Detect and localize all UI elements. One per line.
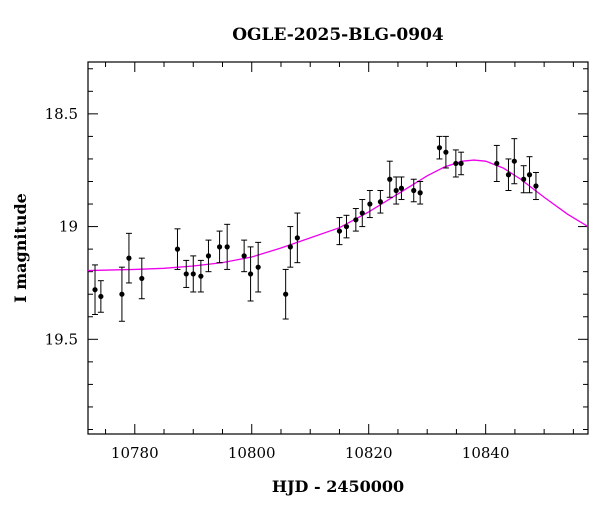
data-point	[197, 259, 204, 293]
data-point	[138, 257, 145, 300]
data-point	[216, 230, 223, 264]
data-point	[118, 266, 125, 322]
data-point	[247, 246, 254, 302]
data-marker	[224, 244, 230, 250]
data-marker	[377, 199, 383, 205]
data-point	[505, 158, 512, 192]
data-marker	[533, 183, 539, 189]
data-point	[241, 239, 248, 273]
data-point	[336, 217, 343, 246]
data-marker	[526, 172, 533, 178]
data-point	[511, 138, 518, 185]
x-tick-label: 10800	[228, 444, 276, 462]
data-marker	[92, 287, 98, 293]
data-point	[294, 212, 301, 264]
data-marker	[283, 291, 289, 297]
data-marker	[205, 253, 212, 259]
chart-title: OGLE-2025-BLG-0904	[232, 25, 444, 45]
data-point	[255, 241, 262, 293]
data-marker	[411, 187, 417, 194]
data-marker	[183, 271, 189, 277]
data-marker	[98, 293, 104, 300]
data-point	[97, 280, 104, 313]
x-tick-label: 10780	[111, 444, 159, 462]
data-point	[224, 223, 231, 270]
data-point	[125, 232, 132, 284]
data-point	[183, 259, 190, 288]
data-marker	[294, 235, 300, 241]
data-marker	[174, 246, 181, 252]
x-axis-label: HJD - 2450000	[272, 477, 404, 496]
y-tick-label: 18.5	[45, 105, 78, 123]
data-marker	[453, 160, 459, 167]
data-point	[366, 190, 373, 219]
data-marker	[119, 291, 125, 297]
data-point	[452, 149, 459, 178]
data-point	[352, 208, 359, 232]
data-marker	[417, 190, 423, 196]
data-point	[343, 214, 350, 239]
data-marker	[393, 187, 399, 194]
data-marker	[387, 176, 393, 182]
y-tick-label: 19.5	[45, 330, 78, 348]
data-point	[174, 228, 181, 270]
data-marker	[511, 158, 517, 164]
axis-tick-labels: 10780 10800 10820 10840 18.5 19 19.5	[45, 105, 510, 462]
data-point	[526, 156, 533, 194]
data-marker	[436, 145, 443, 151]
data-point	[386, 160, 393, 198]
data-marker	[353, 217, 359, 223]
data-point	[442, 135, 449, 169]
data-marker	[190, 271, 196, 277]
data-marker	[198, 273, 204, 279]
data-point	[393, 176, 400, 205]
data-point	[287, 226, 294, 268]
data-point	[532, 171, 539, 201]
data-marker	[521, 176, 527, 182]
data-marker	[255, 264, 261, 270]
data-marker	[241, 253, 247, 259]
data-marker	[494, 160, 500, 167]
data-points-group	[92, 135, 539, 322]
data-marker	[458, 160, 464, 167]
data-point	[205, 239, 212, 273]
data-marker	[139, 275, 145, 282]
data-point	[190, 255, 197, 293]
data-point	[92, 264, 99, 316]
y-axis-label: I magnitude	[11, 193, 30, 303]
data-marker	[216, 244, 223, 250]
data-marker	[247, 271, 254, 277]
plot-frame	[87, 61, 589, 435]
data-marker	[287, 244, 293, 250]
data-point	[520, 165, 527, 194]
data-marker	[505, 172, 512, 178]
data-point	[377, 190, 384, 214]
data-point	[417, 180, 424, 205]
data-point	[493, 144, 500, 182]
axis-ticks	[88, 62, 588, 434]
x-tick-label: 10840	[462, 444, 510, 462]
data-marker	[336, 228, 343, 234]
data-point	[359, 199, 366, 228]
data-point	[436, 135, 443, 160]
y-tick-label: 19	[59, 218, 78, 236]
data-marker	[343, 223, 350, 230]
data-marker	[126, 255, 132, 261]
data-marker	[443, 149, 449, 155]
model-curve-group	[87, 159, 589, 272]
data-point	[458, 151, 465, 176]
data-point	[282, 268, 289, 320]
data-marker	[359, 210, 365, 216]
data-point	[410, 178, 417, 203]
model-curve	[87, 159, 589, 272]
data-marker	[367, 201, 373, 207]
x-tick-label: 10820	[345, 444, 393, 462]
data-point	[398, 176, 405, 201]
data-marker	[398, 185, 405, 191]
